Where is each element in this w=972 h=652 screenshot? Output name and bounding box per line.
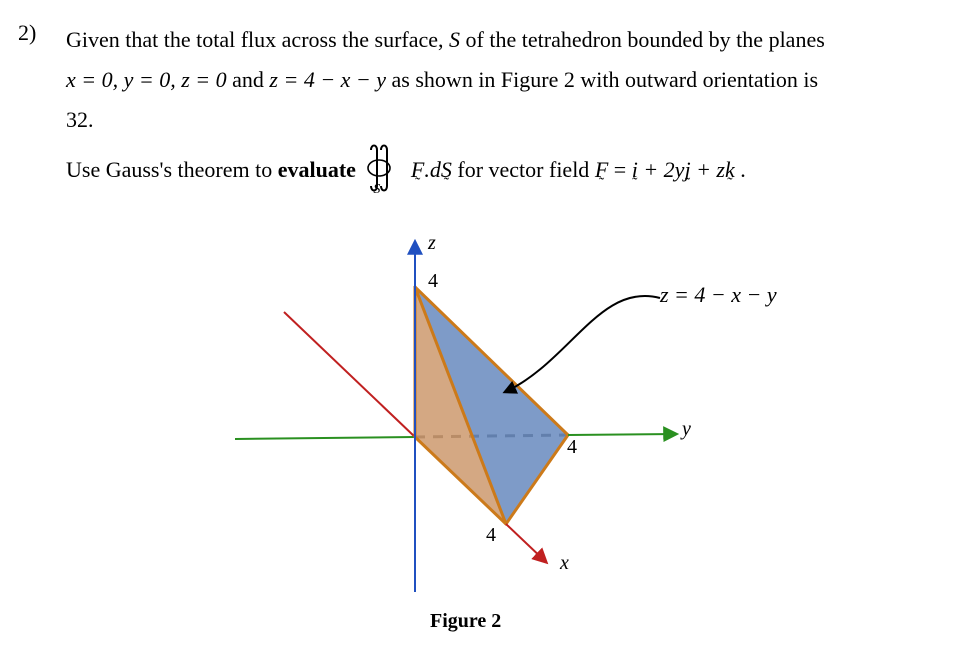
l4a: Use Gauss's theorem to bbox=[66, 157, 278, 182]
vec-dS: S bbox=[441, 150, 452, 190]
question-body: Given that the total flux across the sur… bbox=[66, 20, 932, 196]
basis-k: k bbox=[725, 150, 735, 190]
l2and: and bbox=[227, 67, 270, 92]
axis-label-x: x bbox=[560, 552, 569, 575]
basis-j: j bbox=[684, 150, 690, 190]
l4b: for vector field bbox=[457, 157, 594, 182]
eq: = bbox=[608, 157, 631, 182]
line-3: 32. bbox=[66, 100, 932, 140]
plane-equation-label: z = 4 − x − y bbox=[660, 282, 777, 308]
basis-i: i bbox=[632, 150, 638, 190]
axis-label-y: y bbox=[682, 418, 691, 441]
l1b: of the tetrahedron bounded by the planes bbox=[460, 27, 825, 52]
tick-x-4: 4 bbox=[486, 524, 496, 547]
figure-caption: Figure 2 bbox=[430, 610, 501, 633]
line-4: Use Gauss's theorem to evaluate S F.dS f… bbox=[66, 148, 932, 196]
closed-surface-integral-icon: S bbox=[361, 148, 401, 196]
l2rest: as shown in Figure 2 with outward orient… bbox=[386, 67, 818, 92]
l3: 32. bbox=[66, 107, 94, 132]
axis-label-z: z bbox=[428, 232, 436, 255]
l2eq2: z = 4 − x − y bbox=[269, 67, 386, 92]
term-2y: + 2y bbox=[638, 157, 685, 182]
field-F: F bbox=[595, 150, 608, 190]
line-1: Given that the total flux across the sur… bbox=[66, 20, 932, 60]
question-number: 2) bbox=[18, 20, 36, 46]
dot-d: .d bbox=[424, 157, 441, 182]
integral-sub: S bbox=[373, 170, 380, 210]
l4eval: evaluate bbox=[278, 157, 356, 182]
term-z: + z bbox=[691, 157, 725, 182]
l1S: S bbox=[449, 27, 460, 52]
line-2: x = 0, y = 0, z = 0 and z = 4 − x − y as… bbox=[66, 60, 932, 100]
figure-2: z y x 4 4 4 z = 4 − x − y Figure 2 bbox=[230, 222, 790, 642]
tick-z-4: 4 bbox=[428, 270, 438, 293]
l2eq: x = 0, y = 0, z = 0 bbox=[66, 67, 227, 92]
period: . bbox=[735, 157, 746, 182]
vec-F: F bbox=[411, 150, 424, 190]
tick-y-4: 4 bbox=[567, 436, 577, 459]
l1a: Given that the total flux across the sur… bbox=[66, 27, 449, 52]
